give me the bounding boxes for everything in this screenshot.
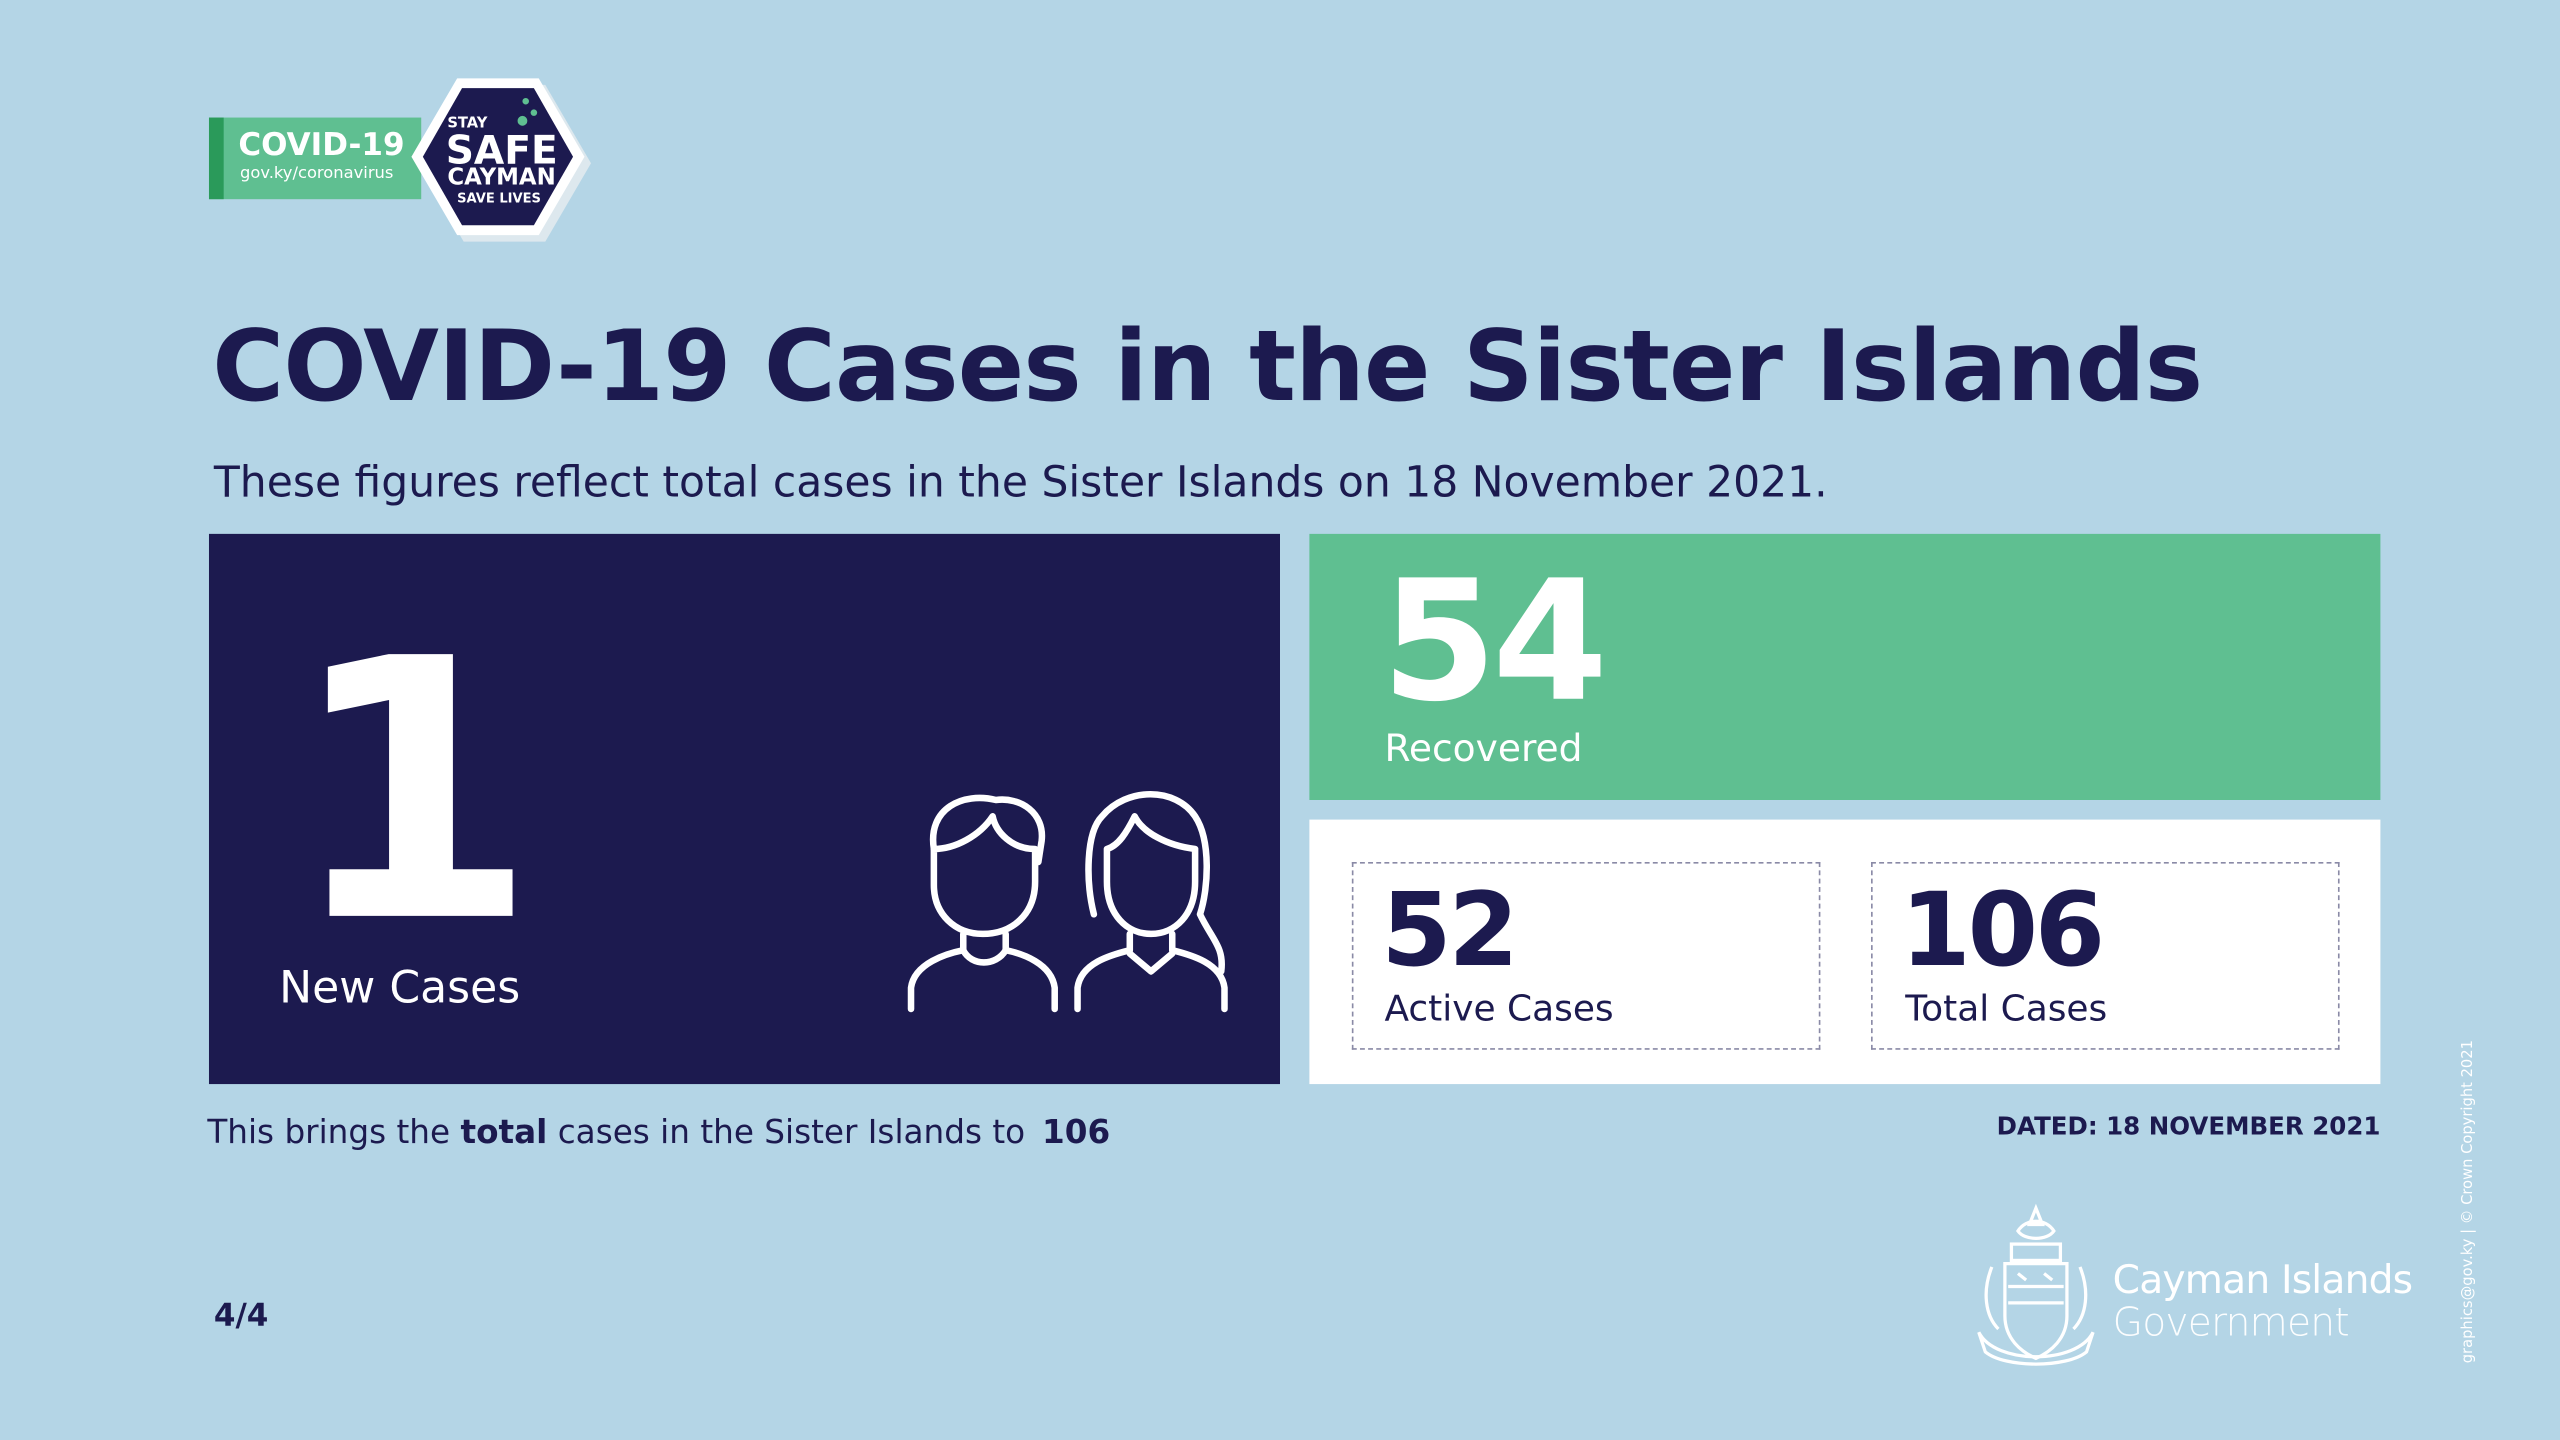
badge-title: COVID-19 <box>238 127 405 164</box>
org-name: Government <box>2112 1299 2350 1346</box>
recovered-card <box>1309 533 2381 800</box>
summary: This brings the total cases in the Siste… <box>207 1112 1110 1151</box>
active-label: Active Cases <box>1384 989 1614 1031</box>
subtitle: These figures reflect total cases in the… <box>213 458 1828 508</box>
summary-text: cases in the Sister Islands to <box>557 1111 1026 1152</box>
badge-url: gov.ky/coronavirus <box>239 164 394 183</box>
recovered-label: Recovered <box>1384 728 1583 771</box>
people-icon <box>907 791 1228 1013</box>
new-cases-label: New Cases <box>279 963 521 1014</box>
total-box <box>1871 862 2340 1050</box>
recovered-value: 54 <box>1381 545 1608 740</box>
badge-safe: SAFE <box>445 127 558 174</box>
title: COVID-19 Cases in the Sister Islands <box>212 310 2203 425</box>
coat-of-arms <box>1977 1203 2095 1366</box>
credit: graphics@gov.ky | © Crown Copyright 2021 <box>2460 1040 2477 1364</box>
org-name: Cayman Islands <box>2112 1257 2413 1303</box>
page-number: 4/4 <box>213 1297 269 1334</box>
total-label: Total Cases <box>1905 989 2108 1031</box>
badge-hexagon <box>411 78 592 242</box>
new-cases-card <box>208 533 1280 1085</box>
badge-save-lives: SAVE LIVES <box>457 191 541 206</box>
total-value: 106 <box>1900 870 2105 990</box>
dated: DATED: 18 NOVEMBER 2021 <box>1996 1111 2381 1142</box>
active-value: 52 <box>1381 870 1519 990</box>
summary-total: 106 <box>1042 1111 1111 1152</box>
summary-text: This brings the <box>207 1111 451 1152</box>
badge-strip <box>208 117 224 200</box>
summary-emphasis: total <box>460 1111 548 1152</box>
badge-stay: STAY <box>447 115 488 133</box>
badge-bar <box>208 117 422 200</box>
badge-cayman: CAYMAN <box>447 164 556 192</box>
active-box <box>1351 862 1821 1050</box>
new-cases-value: 1 <box>287 582 538 1001</box>
